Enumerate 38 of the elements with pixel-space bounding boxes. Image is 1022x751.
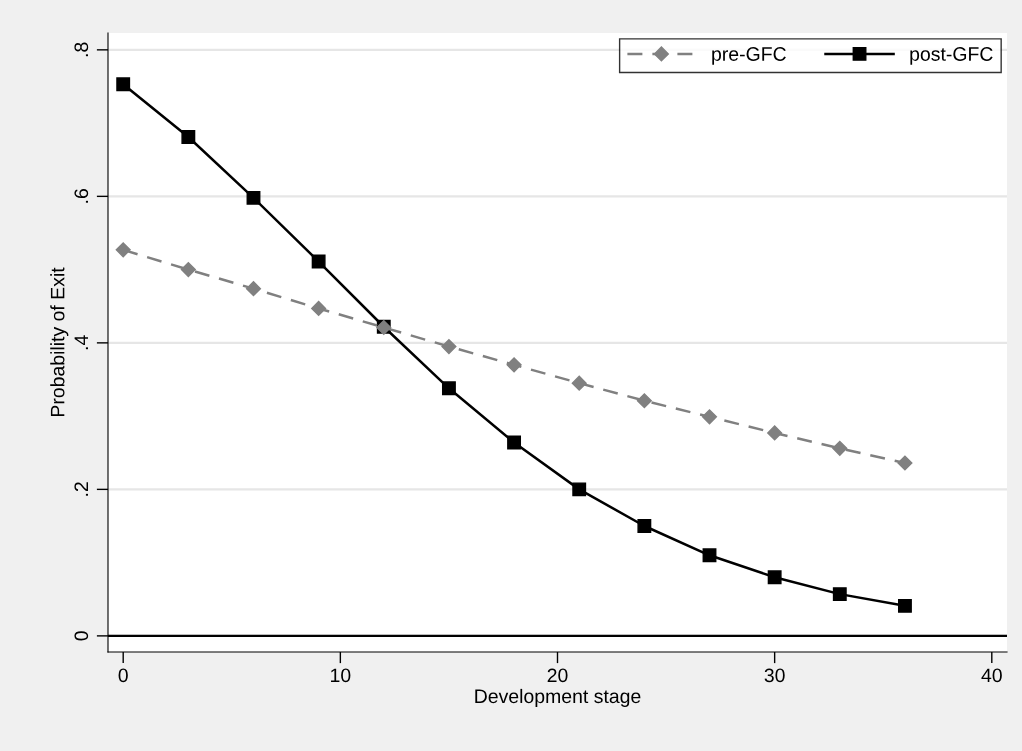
y-tick-label: .6 (74, 189, 89, 203)
point (507, 435, 522, 450)
point (441, 381, 456, 396)
x-tick-label: 10 (331, 668, 351, 683)
y-tick-label: .8 (74, 42, 89, 57)
point (441, 338, 457, 355)
x-axis-title: Development stage (475, 688, 641, 707)
x-tick-label: 30 (764, 668, 785, 683)
point (636, 393, 652, 409)
point (311, 254, 326, 269)
point (180, 262, 196, 278)
point (571, 375, 587, 391)
y-tick-label: .2 (74, 482, 88, 496)
point (116, 77, 131, 92)
y-tick-label: .4 (74, 335, 88, 350)
x-tick-label: 0 (118, 668, 128, 683)
y-axis-title: Probability of Exit (50, 267, 69, 417)
point (245, 281, 262, 297)
point (246, 190, 261, 205)
point (767, 570, 782, 585)
point (832, 587, 847, 602)
point (572, 482, 587, 497)
point (767, 425, 783, 441)
point (637, 519, 652, 533)
point (897, 598, 912, 613)
x-tick-label: 20 (547, 668, 568, 683)
x-tick-label: 40 (981, 668, 1002, 683)
point (311, 300, 327, 317)
y-tick-label: 0 (74, 631, 89, 641)
point (181, 130, 196, 144)
point (702, 548, 717, 563)
point (832, 440, 848, 456)
point (897, 455, 913, 471)
legend-label: pre-GFC (712, 47, 786, 65)
point (506, 357, 522, 373)
point (701, 409, 718, 425)
point (115, 242, 131, 258)
legend-label: post-GFC (910, 47, 993, 65)
